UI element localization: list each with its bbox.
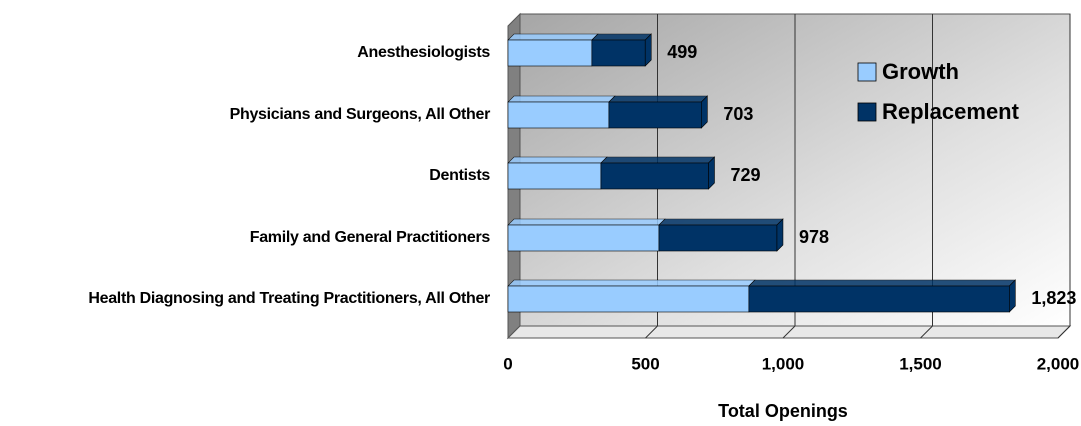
x-tick-label: 500 — [631, 354, 659, 373]
total-label: 1,823 — [1031, 288, 1076, 308]
y-tick-label: Physicians and Surgeons, All Other — [229, 106, 491, 123]
y-tick-label-box: Health Diagnosing and Treating Practitio… — [0, 286, 490, 312]
bar-segment — [507, 218, 666, 252]
bar-end — [776, 218, 784, 252]
legend-swatch — [857, 102, 877, 122]
total-label: 703 — [723, 104, 753, 124]
y-tick-label: Anesthesiologists — [357, 44, 490, 61]
bar-top — [507, 279, 756, 287]
bar-top — [658, 218, 784, 226]
y-tick-label: Health Diagnosing and Treating Practitio… — [88, 290, 490, 307]
bar-front — [591, 39, 646, 67]
total-label: 729 — [730, 165, 760, 185]
bar-front — [507, 285, 750, 313]
bar-end — [708, 156, 715, 190]
bar-top — [608, 95, 709, 103]
floor-grid-line — [920, 325, 933, 339]
bar-segment — [608, 95, 709, 129]
bar-end — [644, 33, 652, 67]
bar-top — [507, 33, 599, 41]
bar-segment — [507, 95, 616, 129]
bar-front — [600, 162, 709, 190]
y-tick-label-box: Physicians and Surgeons, All Other — [0, 102, 491, 128]
total-label: 978 — [799, 227, 829, 247]
y-tick-label-box: Anesthesiologists — [0, 40, 490, 66]
legend-label: Growth — [882, 59, 959, 84]
x-tick-label: 1,000 — [762, 354, 805, 373]
y-tick-label: Family and General Practitioners — [249, 229, 491, 246]
x-axis-title: Total Openings — [718, 401, 848, 421]
bar-segment — [507, 279, 756, 313]
legend-label: Replacement — [882, 99, 1020, 124]
bar-front — [608, 101, 702, 129]
bar-end — [701, 95, 708, 129]
bar-top — [507, 156, 608, 164]
bar-top — [507, 95, 616, 103]
x-tick-label: 2,000 — [1037, 354, 1080, 373]
y-tick-label-box: Family and General Practitioners — [0, 225, 491, 251]
bar-front — [658, 224, 778, 252]
floor-grid-line — [645, 325, 658, 339]
bar-segment — [507, 156, 608, 190]
bar-front — [507, 162, 602, 190]
total-label: 499 — [667, 42, 697, 62]
bar-top — [600, 156, 716, 164]
bar-front — [507, 101, 610, 129]
bar-top — [591, 33, 652, 41]
bar-segment — [748, 279, 1017, 313]
legend-swatch — [857, 62, 877, 82]
bar-top — [748, 279, 1017, 287]
bar-segment — [507, 33, 599, 67]
floor-grid-line — [782, 325, 796, 339]
bar-front — [748, 285, 1010, 313]
bar-front — [507, 39, 593, 67]
bar-front — [507, 224, 660, 252]
x-tick-label: 1,500 — [899, 354, 942, 373]
bar-segment — [591, 33, 652, 67]
y-tick-label-box: Dentists — [0, 163, 490, 189]
bar-segment — [600, 156, 716, 190]
bar-end — [1009, 279, 1016, 313]
x-tick-label: 0 — [503, 354, 512, 373]
floor-grid-line — [1057, 325, 1071, 339]
y-tick-label: Dentists — [429, 167, 490, 184]
bar-top — [507, 218, 666, 226]
bar-segment — [658, 218, 784, 252]
